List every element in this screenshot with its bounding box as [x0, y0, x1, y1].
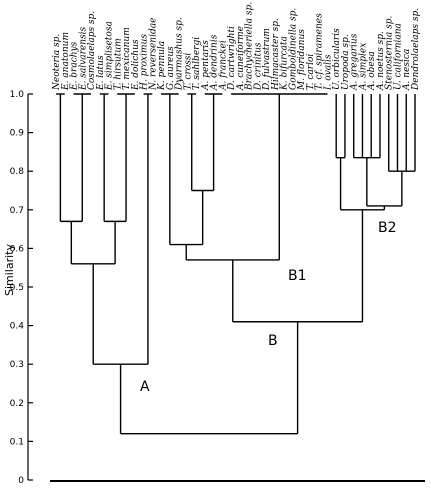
taxon-label: Hilmacaster sp. — [271, 18, 281, 91]
taxon-label: T. cf. spiramenes — [315, 13, 325, 90]
taxon-label: Neoteria sp. — [52, 34, 62, 91]
y-tick-label: 0 — [18, 476, 24, 486]
taxon-label: A. obesa — [367, 51, 377, 91]
taxon-label: T. crossi — [183, 53, 193, 90]
taxon-label: Gomboldinella sp. — [288, 8, 298, 90]
taxon-label: E. anatonum — [61, 32, 71, 91]
taxon-label: D. fulvastrum — [262, 28, 272, 91]
dendrogram-branches — [56, 93, 416, 435]
group-label-b: B — [268, 333, 278, 349]
y-tick-label: 0.9 — [10, 129, 25, 139]
y-tick-label: 1.0 — [10, 90, 25, 100]
y-tick-label: 0.3 — [10, 360, 24, 370]
taxon-label: G. aureus — [166, 46, 176, 90]
taxon-label: D. crinitus — [253, 42, 263, 91]
taxon-label: E. salvarensis — [78, 26, 88, 91]
taxon-label: E. brachys — [70, 41, 80, 91]
taxon-label: H. proximus — [140, 34, 150, 91]
y-tick-label: 0.2 — [10, 399, 24, 409]
taxon-label: A. dendrinis — [210, 34, 220, 91]
y-axis: Similarity 1.0 0.9 0.8 0.7 0.6 0.5 0.4 0.3 0.2 0.… — [3, 90, 425, 486]
taxon-label: A. franckei — [218, 40, 228, 91]
group-labels: A B B1 B2 — [140, 220, 397, 395]
taxon-label: T. carloi — [306, 54, 316, 90]
y-tick-label: 0.6 — [10, 244, 25, 254]
taxon-label: I. ovalis — [323, 54, 333, 91]
taxon-label: E. simplisetosa — [105, 21, 115, 91]
taxon-label: Dendrolaelaps sp. — [411, 8, 421, 91]
taxon-label: Stenosternia sp. — [385, 16, 395, 90]
taxon-label: U. orbicularis — [332, 28, 342, 90]
taxon-label: E. latus — [96, 55, 106, 91]
group-label-b2: B2 — [378, 220, 397, 236]
y-tick-label: 0.7 — [10, 206, 24, 216]
group-label-a: A — [140, 379, 150, 395]
taxon-label: U. californiana — [393, 23, 403, 90]
group-label-b1: B1 — [288, 268, 307, 284]
taxon-label: Cosmolaelaps sp. — [87, 11, 97, 90]
taxon-label: T. sahlbergi — [192, 37, 202, 90]
taxon-label: T. hirsutum — [113, 38, 123, 90]
y-tick-label: 0.5 — [10, 283, 24, 293]
taxon-label: M. floridanus — [297, 29, 307, 91]
taxon-label: A. simplex — [358, 43, 368, 91]
taxon-label: A. nesica — [402, 49, 412, 91]
taxon-label: K. pennula — [157, 41, 167, 91]
y-tick-label: 0.1 — [10, 437, 24, 447]
y-axis-title: Similarity — [3, 244, 16, 296]
taxon-label: A. gregarius — [350, 33, 360, 91]
taxon-label: K. bifurcata — [280, 36, 290, 91]
taxon-label: A. pentaris — [201, 40, 211, 91]
taxon-label: A. noetus sp. — [376, 31, 386, 91]
taxon-label: D. cartwrighti — [227, 26, 237, 91]
taxon-label: N. reversenidae — [148, 18, 158, 91]
taxon-label: A. cuneiforme — [236, 26, 246, 91]
taxon-label: Dyarmashus sp. — [175, 17, 185, 91]
taxon-label: T. mexicanum — [122, 27, 132, 90]
taxon-label: Uropoda sp. — [341, 34, 351, 90]
y-tick-label: 0.8 — [10, 167, 25, 177]
taxon-label: E. dolichus — [131, 39, 141, 91]
taxon-label: Brachycheriella sp. — [245, 2, 255, 91]
y-tick-label: 0.4 — [10, 322, 25, 332]
